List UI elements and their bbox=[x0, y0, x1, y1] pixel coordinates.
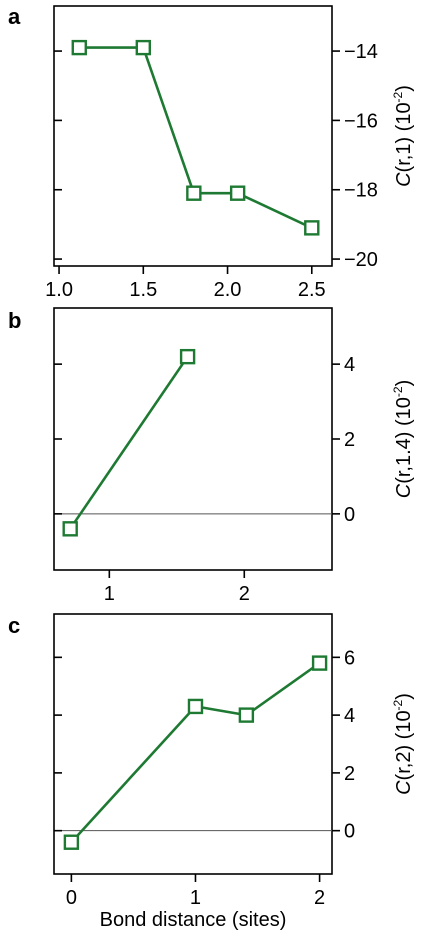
panel-b-y-tick-label: 4 bbox=[344, 354, 355, 376]
panel-a-y-tick-label: −18 bbox=[344, 180, 378, 202]
panel-c-y-tick-label: 6 bbox=[344, 647, 355, 669]
panel-b: b 1 2 4 2 0 C(r,1.4) (10-2) bbox=[8, 307, 415, 605]
panel-c-ylabel-exp: -2 bbox=[391, 699, 405, 710]
panel-c-data-point bbox=[63, 834, 80, 850]
panel-a-y-tick-label: −16 bbox=[344, 110, 378, 132]
panel-a-data-point bbox=[304, 220, 320, 236]
panel-a-x-tick-label: 1.0 bbox=[45, 279, 73, 301]
panel-c-label: c bbox=[8, 613, 20, 638]
panel-c-y-tick-label: 0 bbox=[344, 821, 355, 843]
panel-c: c 0 1 2 6 4 2 0 C(r,2) (10-2) Bond distance (s… bbox=[8, 613, 415, 931]
panel-c-data-point bbox=[311, 655, 328, 671]
panel-b-series-line bbox=[69, 355, 189, 530]
panel-b-data-point bbox=[179, 348, 196, 365]
panel-b-frame bbox=[53, 307, 333, 571]
panel-a-data-point bbox=[186, 185, 202, 201]
panel-a-x-tick-label: 2.0 bbox=[214, 279, 242, 301]
panel-c-marks bbox=[63, 655, 328, 850]
panel-c-frame bbox=[53, 613, 333, 875]
panel-b-ylabel-rest: (r,1.4) (10 bbox=[393, 397, 415, 484]
panel-a-ylabel-rest: (r,1) (10 bbox=[393, 102, 415, 172]
panel-b-ticks: 1 2 4 2 0 bbox=[54, 354, 355, 605]
panel-c-series-line bbox=[70, 662, 321, 844]
panel-b-ylabel: C(r,1.4) (10-2) bbox=[391, 380, 415, 499]
panel-c-xlabel: Bond distance (sites) bbox=[100, 909, 287, 931]
panel-a-y-tick-label: −20 bbox=[344, 249, 378, 271]
panel-a: a 1.0 1.5 2.0 2.5 −14 −16 −18 −20 C(r,1) (10-2) bbox=[8, 4, 415, 301]
panel-c-y-tick-label: 4 bbox=[344, 705, 355, 727]
panel-c-ylabel-close: ) bbox=[393, 693, 415, 700]
panel-a-ylabel-close: ) bbox=[393, 85, 415, 92]
panel-c-x-tick-label: 2 bbox=[314, 887, 325, 909]
panel-b-x-tick-label: 2 bbox=[239, 583, 250, 605]
panel-b-marks bbox=[62, 348, 196, 537]
panel-c-ylabel-rest: (r,2) (10 bbox=[393, 710, 415, 780]
panel-b-label: b bbox=[8, 308, 21, 333]
panel-b-x-tick-label: 1 bbox=[104, 583, 115, 605]
panel-a-ticks: 1.0 1.5 2.0 2.5 −14 −16 −18 −20 bbox=[45, 41, 378, 301]
panel-a-y-tick-label: −14 bbox=[344, 41, 378, 63]
panel-a-ylabel-exp: -2 bbox=[391, 91, 405, 102]
panel-a-ylabel: C(r,1) (10-2) bbox=[391, 85, 415, 187]
panel-a-x-tick-label: 2.5 bbox=[298, 279, 326, 301]
panel-a-x-tick-label: 1.5 bbox=[129, 279, 157, 301]
panel-c-x-tick-label: 0 bbox=[66, 887, 77, 909]
panel-c-y-tick-label: 2 bbox=[344, 763, 355, 785]
panel-c-ylabel: C(r,2) (10-2) bbox=[391, 693, 415, 795]
panel-c-ylabel-main: C bbox=[393, 780, 415, 795]
panel-c-x-tick-label: 1 bbox=[190, 887, 201, 909]
panel-b-ylabel-close: ) bbox=[393, 380, 415, 387]
panel-b-y-tick-label: 2 bbox=[344, 429, 355, 451]
panel-a-marks bbox=[71, 39, 320, 236]
panel-b-ylabel-exp: -2 bbox=[391, 386, 405, 397]
panel-b-data-point bbox=[62, 521, 78, 537]
panel-c-data-point bbox=[238, 707, 255, 723]
panel-b-ylabel-main: C bbox=[393, 483, 415, 498]
panel-a-label: a bbox=[8, 4, 21, 29]
panel-a-data-point bbox=[135, 39, 151, 56]
panel-a-ylabel-main: C bbox=[393, 172, 415, 187]
panel-c-ticks: 0 1 2 6 4 2 0 bbox=[54, 647, 355, 909]
panel-a-data-point bbox=[229, 185, 246, 201]
panel-c-data-point bbox=[187, 698, 204, 715]
panel-a-frame bbox=[53, 5, 333, 267]
panel-a-data-point bbox=[71, 39, 87, 56]
panel-b-y-tick-label: 0 bbox=[344, 504, 355, 526]
